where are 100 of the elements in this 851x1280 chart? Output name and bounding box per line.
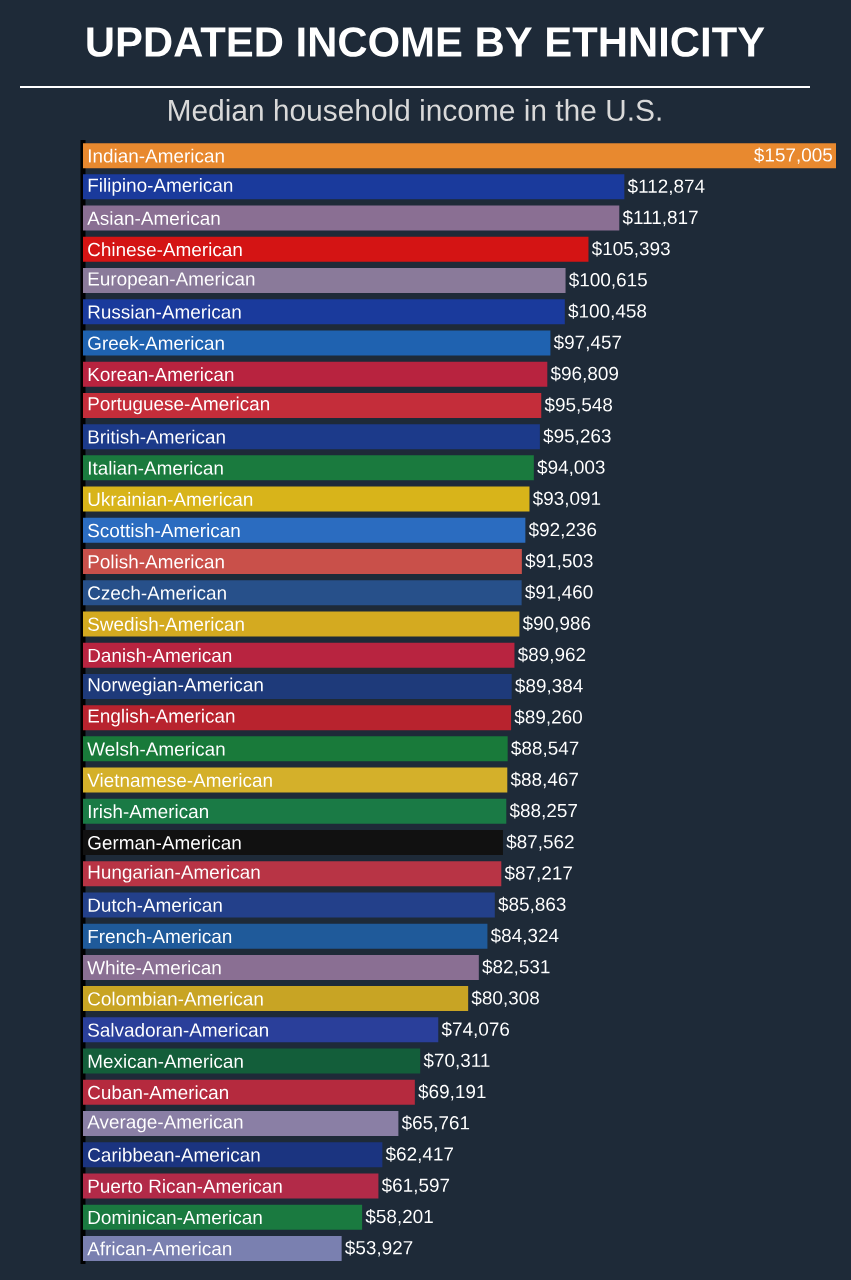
y-tick-label: Mexican-American xyxy=(88,1054,243,1069)
bar xyxy=(83,330,551,356)
bar xyxy=(83,767,508,793)
bar xyxy=(83,1235,342,1261)
bar xyxy=(83,1204,363,1230)
data-label: $89,384 xyxy=(515,678,583,695)
data-label: $88,547 xyxy=(511,740,579,758)
data-label: $89,962 xyxy=(517,646,586,664)
bar xyxy=(83,705,512,731)
data-label: $93,091 xyxy=(532,490,601,508)
y-tick-label: Italian-American xyxy=(88,460,223,475)
data-label: $61,597 xyxy=(381,1177,450,1195)
data-label: $92,236 xyxy=(528,522,597,539)
data-label: $100,615 xyxy=(568,272,647,289)
data-label: $88,467 xyxy=(510,771,578,789)
data-label: $111,817 xyxy=(622,209,698,227)
y-tick-label: European-American xyxy=(88,271,255,290)
data-label: $80,308 xyxy=(471,990,539,1007)
bar xyxy=(83,1173,379,1199)
data-label: $65,761 xyxy=(401,1115,470,1132)
y-tick-label: Polish-American xyxy=(88,554,224,569)
y-tick-label: French-American xyxy=(88,929,232,944)
bar xyxy=(83,361,548,387)
bar xyxy=(83,455,534,481)
data-label: $97,457 xyxy=(553,334,622,352)
bar xyxy=(83,736,508,762)
data-label: $84,324 xyxy=(490,927,559,945)
y-tick-label: Filipino-American xyxy=(88,178,233,196)
y-tick-label: Puerto Rican-American xyxy=(88,1179,282,1193)
y-tick-label: Dutch-American xyxy=(88,898,222,912)
data-label: $89,260 xyxy=(514,709,582,726)
bar xyxy=(83,1079,415,1105)
bar xyxy=(83,549,522,575)
y-tick-label: Swedish-American xyxy=(88,617,244,631)
bar xyxy=(83,923,488,949)
data-label: $70,311 xyxy=(423,1052,490,1070)
bar xyxy=(83,830,503,856)
bar xyxy=(83,1111,399,1137)
y-tick-label: Chinese-American xyxy=(88,242,242,257)
data-label: $91,503 xyxy=(525,553,593,570)
y-tick-label: Average-American xyxy=(87,1114,243,1133)
bar xyxy=(83,611,520,637)
bar xyxy=(83,486,530,512)
y-tick-label: Greek-American xyxy=(88,336,224,350)
y-tick-label: Dominican-American xyxy=(88,1210,262,1225)
chart-subtitle: Median household income in the U.S. xyxy=(169,99,661,121)
bar xyxy=(83,1048,421,1074)
data-label: $95,548 xyxy=(544,397,613,414)
bar xyxy=(83,673,512,699)
y-tick-label: English-American xyxy=(88,708,235,727)
bar xyxy=(83,424,540,450)
bar xyxy=(83,517,526,543)
y-tick-label: Korean-American xyxy=(88,367,234,382)
bar xyxy=(83,268,566,294)
y-tick-label: Asian-American xyxy=(87,211,220,226)
data-label: $95,263 xyxy=(543,428,611,445)
data-label: $69,191 xyxy=(418,1084,486,1101)
y-tick-label: Vietnamese-American xyxy=(87,773,272,788)
y-tick-label: Norwegian-American xyxy=(88,677,263,696)
y-tick-label: Russian-American xyxy=(88,304,241,319)
data-label: $53,927 xyxy=(345,1240,413,1257)
bar xyxy=(83,1017,439,1043)
y-tick-label: Salvadoran-American xyxy=(88,1022,268,1037)
bar xyxy=(83,236,589,262)
y-tick-label: British-American xyxy=(88,429,225,444)
data-label: $58,201 xyxy=(365,1208,433,1226)
bar xyxy=(83,392,542,418)
data-label: $94,003 xyxy=(537,459,605,477)
bar xyxy=(83,205,620,231)
y-tick-label: Welsh-American xyxy=(87,741,225,756)
data-label: $100,458 xyxy=(568,303,647,320)
bar xyxy=(83,642,515,668)
data-label: $85,863 xyxy=(498,896,566,914)
bar xyxy=(83,299,565,325)
y-tick-label: Colombian-American xyxy=(88,991,263,1006)
data-label: $74,076 xyxy=(441,1021,510,1039)
bar xyxy=(83,986,469,1012)
y-tick-label: Danish-American xyxy=(88,648,232,663)
data-label: $87,562 xyxy=(506,834,574,851)
y-tick-label: African-American xyxy=(87,1241,232,1256)
data-label: $82,531 xyxy=(482,959,550,976)
y-tick-label: Indian-American xyxy=(88,148,224,163)
bar xyxy=(83,1142,383,1168)
data-label: $105,393 xyxy=(591,241,670,258)
data-label: $88,257 xyxy=(509,803,577,820)
bar xyxy=(83,174,625,200)
data-label: $87,217 xyxy=(504,865,572,882)
bar xyxy=(83,580,522,606)
bar xyxy=(83,892,495,918)
chart-title: UPDATED INCOME BY ETHNICITY xyxy=(87,27,765,57)
y-tick-label: Portuguese-American xyxy=(88,396,270,415)
y-tick-label: Hungarian-American xyxy=(88,864,260,883)
data-label: $91,460 xyxy=(525,584,593,601)
bar xyxy=(83,798,507,824)
y-tick-label: German-American xyxy=(88,835,241,850)
bar xyxy=(83,143,837,169)
data-label: $96,809 xyxy=(550,365,619,383)
data-label: $62,417 xyxy=(385,1146,454,1163)
y-tick-label: Scottish-American xyxy=(88,523,240,538)
y-tick-label: Czech-American xyxy=(88,585,226,600)
